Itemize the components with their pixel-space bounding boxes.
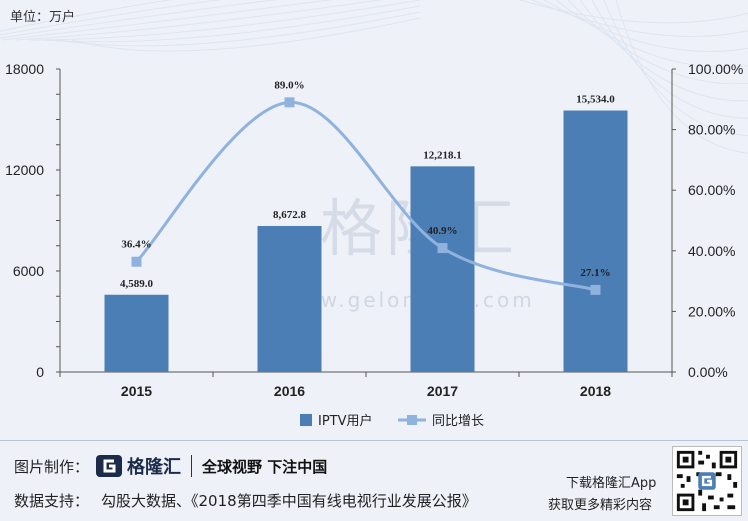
background-line — [603, 0, 748, 137]
background-line — [43, 5, 421, 43]
source-text: 勾股大数据、《2018第四季中国有线电视行业发展公报》 — [101, 492, 477, 510]
background-line — [0, 0, 221, 36]
line-data-label: 40.9% — [427, 225, 457, 237]
bar-data-label: 12,218.1 — [423, 149, 462, 161]
y-left-tick-label: 0 — [36, 364, 44, 380]
background-line — [531, 0, 748, 37]
app-download-text[interactable]: 下载格隆汇App — [566, 476, 657, 491]
legend-bar-swatch — [300, 414, 312, 426]
y-left-tick-label: 12000 — [5, 162, 44, 178]
bar — [410, 166, 475, 372]
background-line — [1, 0, 333, 41]
chart-legend: IPTV用户 同比增长 — [300, 413, 484, 429]
footer-divider — [0, 440, 748, 441]
line-marker — [131, 256, 142, 267]
background-line — [0, 0, 277, 39]
background-line — [57, 11, 421, 47]
footer — [0, 440, 748, 521]
made-by-label: 图片制作： — [14, 457, 90, 476]
x-tick-label: 2015 — [121, 383, 152, 399]
background-line — [579, 0, 748, 102]
background-line — [615, 0, 748, 154]
bar-series: 4,589.0 8,672.8 12,218.1 15,534.0 — [104, 94, 628, 373]
gelonghui-logo-icon — [96, 455, 123, 477]
y-right-tick-label: 100.00% — [688, 61, 743, 77]
background-line — [0, 0, 173, 32]
bar-data-label: 8,672.8 — [273, 209, 307, 221]
legend-line-label: 同比增长 — [432, 414, 484, 429]
qr-code-icon[interactable] — [672, 446, 742, 516]
line-data-label: 27.1% — [580, 267, 610, 279]
source-row: 数据支持： 勾股大数据、《2018第四季中国有线电视行业发展公报》 — [14, 490, 489, 511]
unit-label: 单位：万户 — [10, 9, 76, 24]
credit-separator — [191, 455, 193, 477]
source-label: 数据支持： — [14, 492, 90, 510]
x-tick-label: 2016 — [274, 383, 305, 399]
y-left-tick-label: 18000 — [5, 61, 44, 77]
growth-line — [135, 100, 596, 292]
y-right-tick-label: 80.00% — [688, 122, 735, 138]
bar-data-label: 15,534.0 — [576, 94, 615, 106]
x-tick-label: 2017 — [427, 383, 458, 399]
background-decoration — [0, 0, 748, 154]
line-marker — [284, 97, 295, 108]
line-marker — [437, 243, 448, 254]
background-line — [15, 0, 383, 41]
background-line — [543, 0, 748, 52]
credit-row: 图片制作： 格隆汇 全球视野 下注中国 — [14, 454, 327, 478]
y-right-tick-label: 0.00% — [688, 364, 728, 380]
combo-chart: 0 6000 12000 18000 0.00% 20.00% 40.00% 60.00% 80… — [5, 61, 743, 429]
legend-line-marker — [407, 415, 417, 425]
y-right-tick-label: 20.00% — [688, 303, 735, 319]
legend-bar-label: IPTV用户 — [318, 413, 373, 429]
app-promo-text: 获取更多精彩内容 — [548, 498, 653, 513]
line-series: 36.4% 89.0% 40.9% 27.1% — [121, 79, 611, 295]
logo-text: 格隆汇 — [127, 457, 182, 478]
background-line — [29, 0, 421, 41]
y-left-tick-label: 6000 — [13, 263, 44, 279]
background-line — [555, 0, 748, 68]
bar — [104, 294, 169, 372]
background-line — [71, 17, 421, 52]
bar — [257, 226, 322, 372]
slogan: 全球视野 下注中国 — [202, 457, 328, 476]
y-right-tick-label: 40.00% — [688, 243, 735, 259]
y-right-tick-label: 60.00% — [688, 182, 735, 198]
x-tick-label: 2018 — [580, 383, 611, 399]
bar — [563, 110, 628, 373]
line-data-label: 36.4% — [121, 239, 151, 251]
line-marker — [590, 284, 601, 295]
background-line — [567, 0, 748, 85]
watermark-url: www.gelonghui.com — [282, 288, 535, 312]
bar-data-label: 4,589.0 — [120, 278, 154, 290]
background-line — [591, 0, 748, 119]
line-data-label: 89.0% — [274, 79, 304, 91]
